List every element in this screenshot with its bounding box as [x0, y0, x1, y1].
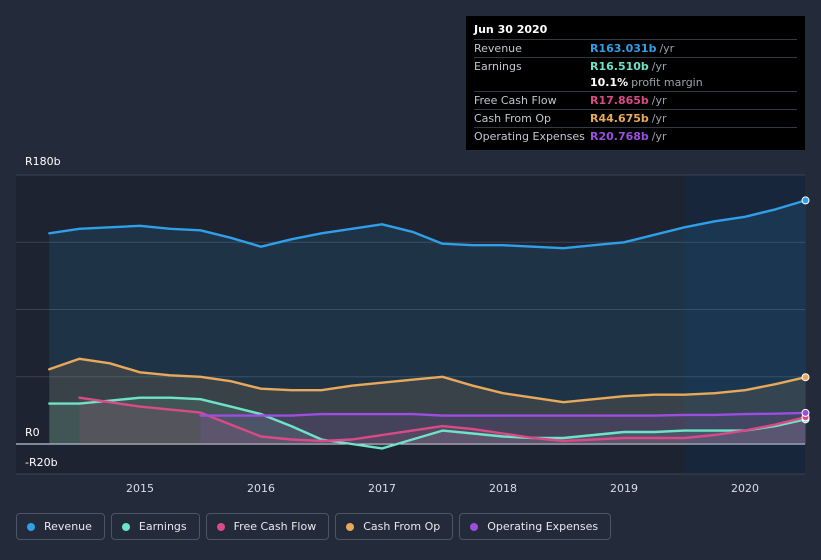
legend-label: Operating Expenses [487, 520, 599, 533]
tooltip-value: 10.1% [590, 76, 629, 90]
line-cash-from-op [48, 357, 807, 404]
chart-legend: Revenue Earnings Free Cash Flow Cash Fro… [16, 513, 612, 542]
legend-dot-icon [121, 522, 130, 531]
end-point-operating-expenses [801, 408, 810, 417]
tooltip-label: Revenue [474, 41, 522, 55]
tooltip-value: R17.865b [590, 94, 649, 108]
legend-item-cash-from-op[interactable]: Cash From Op [335, 513, 454, 540]
tooltip-label: Earnings [474, 59, 522, 73]
legend-label: Cash From Op [363, 520, 441, 533]
tooltip-row-margin: 10.1% profit margin [474, 75, 797, 92]
x-tick-label: 2020 [731, 482, 759, 495]
tooltip-unit: /yr [659, 41, 675, 55]
x-tick-label: 2015 [126, 482, 154, 495]
legend-label: Revenue [44, 520, 92, 533]
tooltip-row-cash-from-op: Cash From Op R44.675b /yr [474, 109, 797, 127]
y-tick-label: R180b [25, 155, 61, 168]
end-point-cash-from-op [801, 373, 810, 382]
tooltip-unit: /yr [651, 129, 667, 143]
legend-label: Free Cash Flow [233, 520, 317, 533]
line-earnings [48, 396, 807, 450]
legend-item-free-cash-flow[interactable]: Free Cash Flow [205, 513, 330, 540]
legend-label: Earnings [138, 520, 187, 533]
chart-tooltip: Jun 30 2020 Revenue R163.031b /yr Earnin… [466, 16, 805, 150]
x-tick-label: 2017 [368, 482, 396, 495]
area-operating-expenses [200, 412, 806, 444]
tooltip-row-earnings: Earnings R16.510b /yr [474, 56, 797, 75]
tooltip-unit: /yr [651, 94, 667, 108]
x-tick-label: 2019 [610, 482, 638, 495]
tooltip-row-free-cash-flow: Free Cash Flow R17.865b /yr [474, 91, 797, 109]
y-tick-label: R0 [25, 426, 40, 439]
tooltip-label: Free Cash Flow [474, 94, 557, 108]
tooltip-row-revenue: Revenue R163.031b /yr [474, 39, 797, 57]
x-tick-label: 2018 [489, 482, 517, 495]
past-region [16, 175, 685, 474]
line-revenue [48, 199, 807, 250]
legend-dot-icon [346, 522, 355, 531]
area-cash-from-op [49, 358, 806, 444]
legend-item-revenue[interactable]: Revenue [16, 513, 105, 540]
tooltip-value: R20.768b [590, 129, 649, 143]
tooltip-date: Jun 30 2020 [474, 23, 548, 36]
legend-item-earnings[interactable]: Earnings [110, 513, 200, 540]
x-tick-label: 2016 [247, 482, 275, 495]
line-free-cash-flow [78, 396, 807, 443]
legend-dot-icon [27, 522, 35, 531]
tooltip-unit: /yr [651, 59, 667, 73]
tooltip-label: Operating Expenses [474, 129, 585, 143]
tooltip-unit: profit margin [631, 76, 703, 90]
tooltip-value: R44.675b [590, 112, 649, 126]
financial-chart: R180b R0 -R20b 2015 2016 2017 2018 2019 2020 [16, 155, 810, 495]
legend-dot-icon [470, 522, 479, 531]
area-free-cash-flow [79, 397, 806, 444]
line-operating-expenses [199, 411, 807, 417]
end-point-revenue [801, 196, 810, 205]
y-tick-label: -R20b [25, 456, 58, 469]
legend-item-operating-expenses[interactable]: Operating Expenses [459, 513, 612, 540]
tooltip-label: Cash From Op [474, 112, 552, 126]
legend-dot-icon [216, 522, 225, 531]
tooltip-value: R163.031b [590, 41, 657, 55]
tooltip-value: R16.510b [590, 59, 649, 73]
area-earnings [49, 397, 806, 449]
tooltip-unit: /yr [651, 112, 667, 126]
tooltip-row-operating-expenses: Operating Expenses R20.768b /yr [474, 126, 797, 145]
